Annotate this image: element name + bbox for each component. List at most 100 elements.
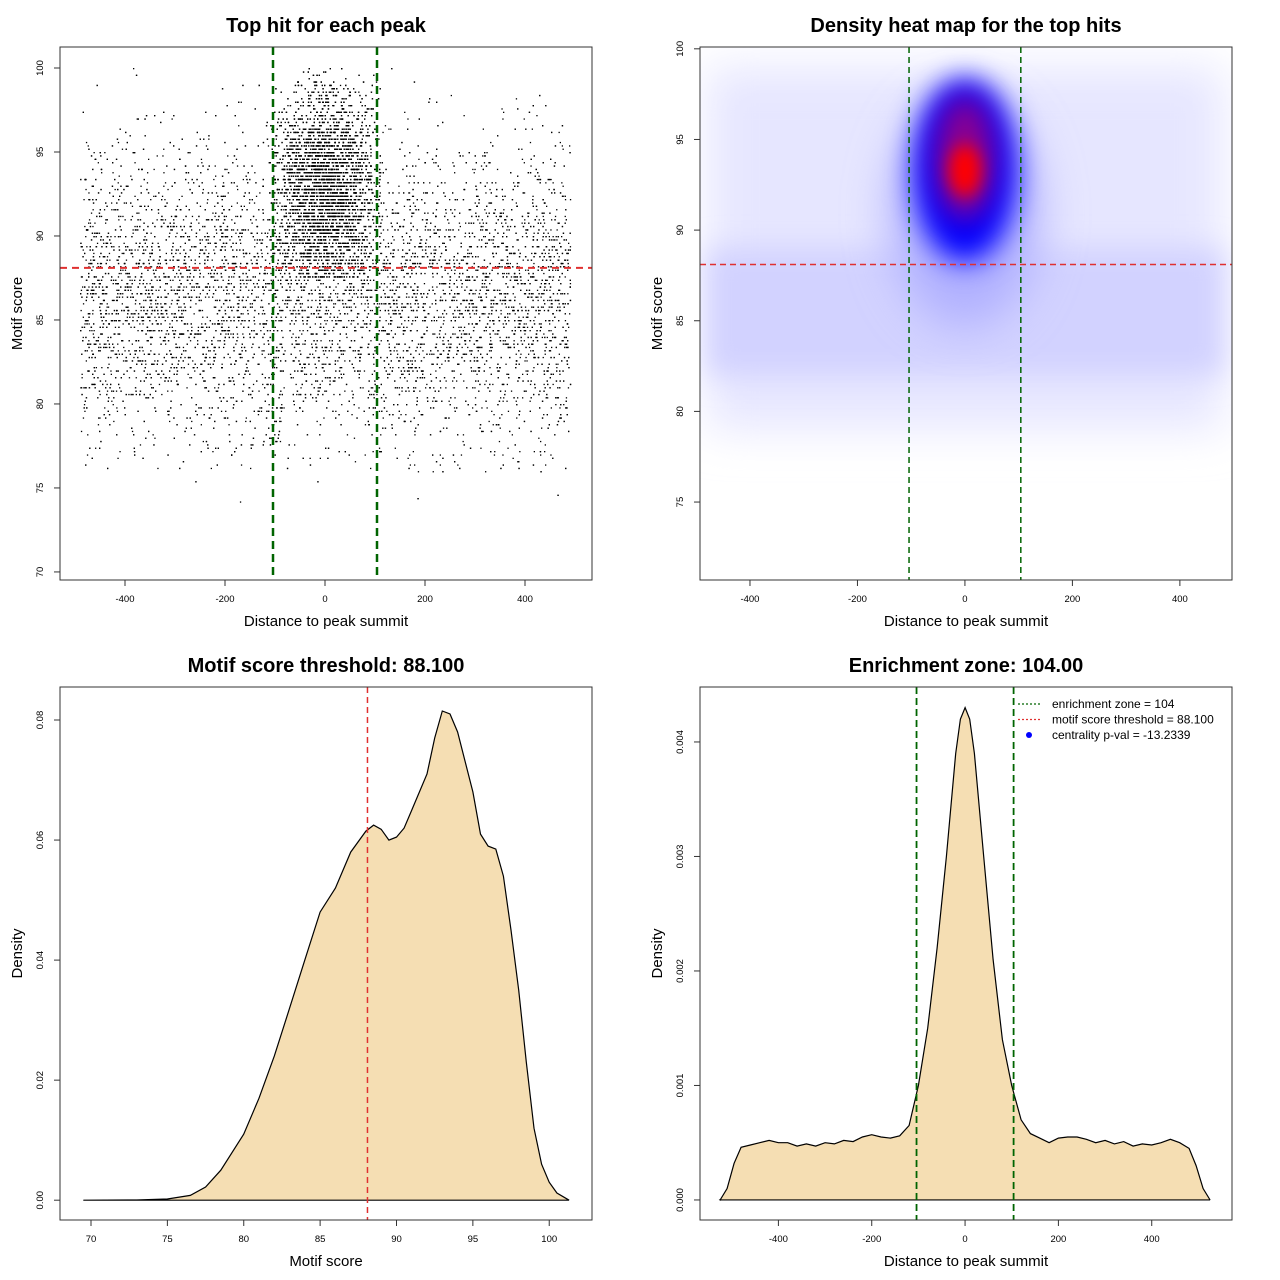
data-point	[132, 316, 134, 318]
data-point	[178, 299, 180, 302]
data-point	[198, 269, 201, 271]
data-point	[546, 205, 548, 207]
data-point	[523, 293, 526, 295]
data-point	[139, 283, 141, 285]
data-point	[253, 283, 255, 285]
data-point	[150, 266, 153, 268]
data-point	[373, 363, 375, 365]
data-point	[221, 205, 223, 207]
data-point	[221, 232, 223, 234]
data-point	[250, 259, 252, 261]
data-point	[161, 195, 164, 197]
data-point	[461, 313, 463, 315]
data-point	[450, 94, 452, 97]
data-point	[223, 346, 225, 349]
data-point	[488, 420, 490, 423]
data-point	[325, 363, 327, 365]
data-point	[562, 185, 564, 187]
data-point	[390, 330, 393, 332]
data-point	[139, 323, 141, 325]
data-point	[554, 239, 556, 241]
data-point	[131, 215, 134, 218]
data-point	[515, 353, 517, 355]
data-point	[171, 390, 173, 392]
data-point	[250, 467, 252, 470]
data-point	[92, 299, 95, 302]
data-point	[156, 279, 158, 281]
data-point	[442, 427, 445, 429]
data-point	[134, 162, 136, 164]
data-point	[357, 236, 360, 238]
data-point	[523, 118, 525, 120]
data-point	[408, 192, 411, 194]
data-point	[556, 293, 559, 295]
data-point	[510, 276, 513, 278]
data-point	[297, 229, 299, 231]
data-point	[352, 256, 354, 258]
data-point	[464, 340, 466, 342]
data-point	[341, 404, 343, 406]
data-point	[279, 440, 282, 443]
data-point	[502, 343, 504, 345]
data-point	[122, 293, 124, 295]
data-point	[121, 148, 124, 150]
data-point	[335, 293, 337, 295]
data-point	[474, 293, 476, 295]
data-point	[374, 215, 376, 218]
data-point	[347, 266, 350, 268]
data-point	[378, 410, 381, 412]
data-point	[489, 336, 492, 339]
data-point	[558, 256, 560, 258]
data-point	[119, 387, 121, 389]
data-point	[404, 320, 406, 322]
data-point	[505, 363, 507, 365]
data-point	[215, 219, 218, 221]
data-point	[284, 350, 286, 352]
data-point	[536, 289, 539, 291]
data-point	[120, 215, 122, 218]
data-point	[358, 232, 360, 234]
data-point	[200, 424, 202, 426]
data-point	[501, 222, 503, 224]
data-point	[559, 141, 561, 144]
data-point	[548, 306, 550, 308]
data-point	[122, 323, 124, 325]
data-point	[243, 256, 245, 258]
data-point	[490, 141, 492, 144]
data-point	[425, 246, 427, 248]
data-point	[254, 239, 256, 241]
data-point	[146, 397, 148, 399]
data-point	[214, 387, 216, 389]
data-point	[504, 266, 506, 268]
data-point	[325, 272, 327, 275]
data-point	[521, 158, 524, 160]
data-point	[398, 313, 400, 315]
data-point	[88, 199, 90, 201]
data-point	[423, 256, 425, 258]
data-point	[124, 350, 126, 352]
data-point	[431, 286, 434, 288]
data-point	[167, 188, 169, 191]
data-point	[369, 232, 371, 234]
data-point	[314, 323, 316, 325]
data-point	[292, 377, 294, 379]
data-point	[458, 266, 460, 268]
data-point	[163, 148, 165, 150]
data-point	[492, 306, 494, 308]
data-point	[447, 272, 449, 275]
data-point	[531, 252, 533, 255]
data-point	[116, 410, 119, 412]
data-point	[514, 313, 516, 315]
data-point	[322, 293, 324, 295]
data-point	[461, 346, 463, 349]
data-point	[410, 286, 412, 288]
data-point	[525, 323, 527, 325]
data-point	[314, 246, 317, 248]
data-point	[264, 356, 266, 359]
data-point	[254, 246, 256, 248]
data-point	[142, 252, 144, 255]
data-point	[533, 320, 535, 322]
data-point	[378, 138, 380, 140]
data-point	[351, 212, 353, 214]
data-point	[401, 323, 403, 325]
